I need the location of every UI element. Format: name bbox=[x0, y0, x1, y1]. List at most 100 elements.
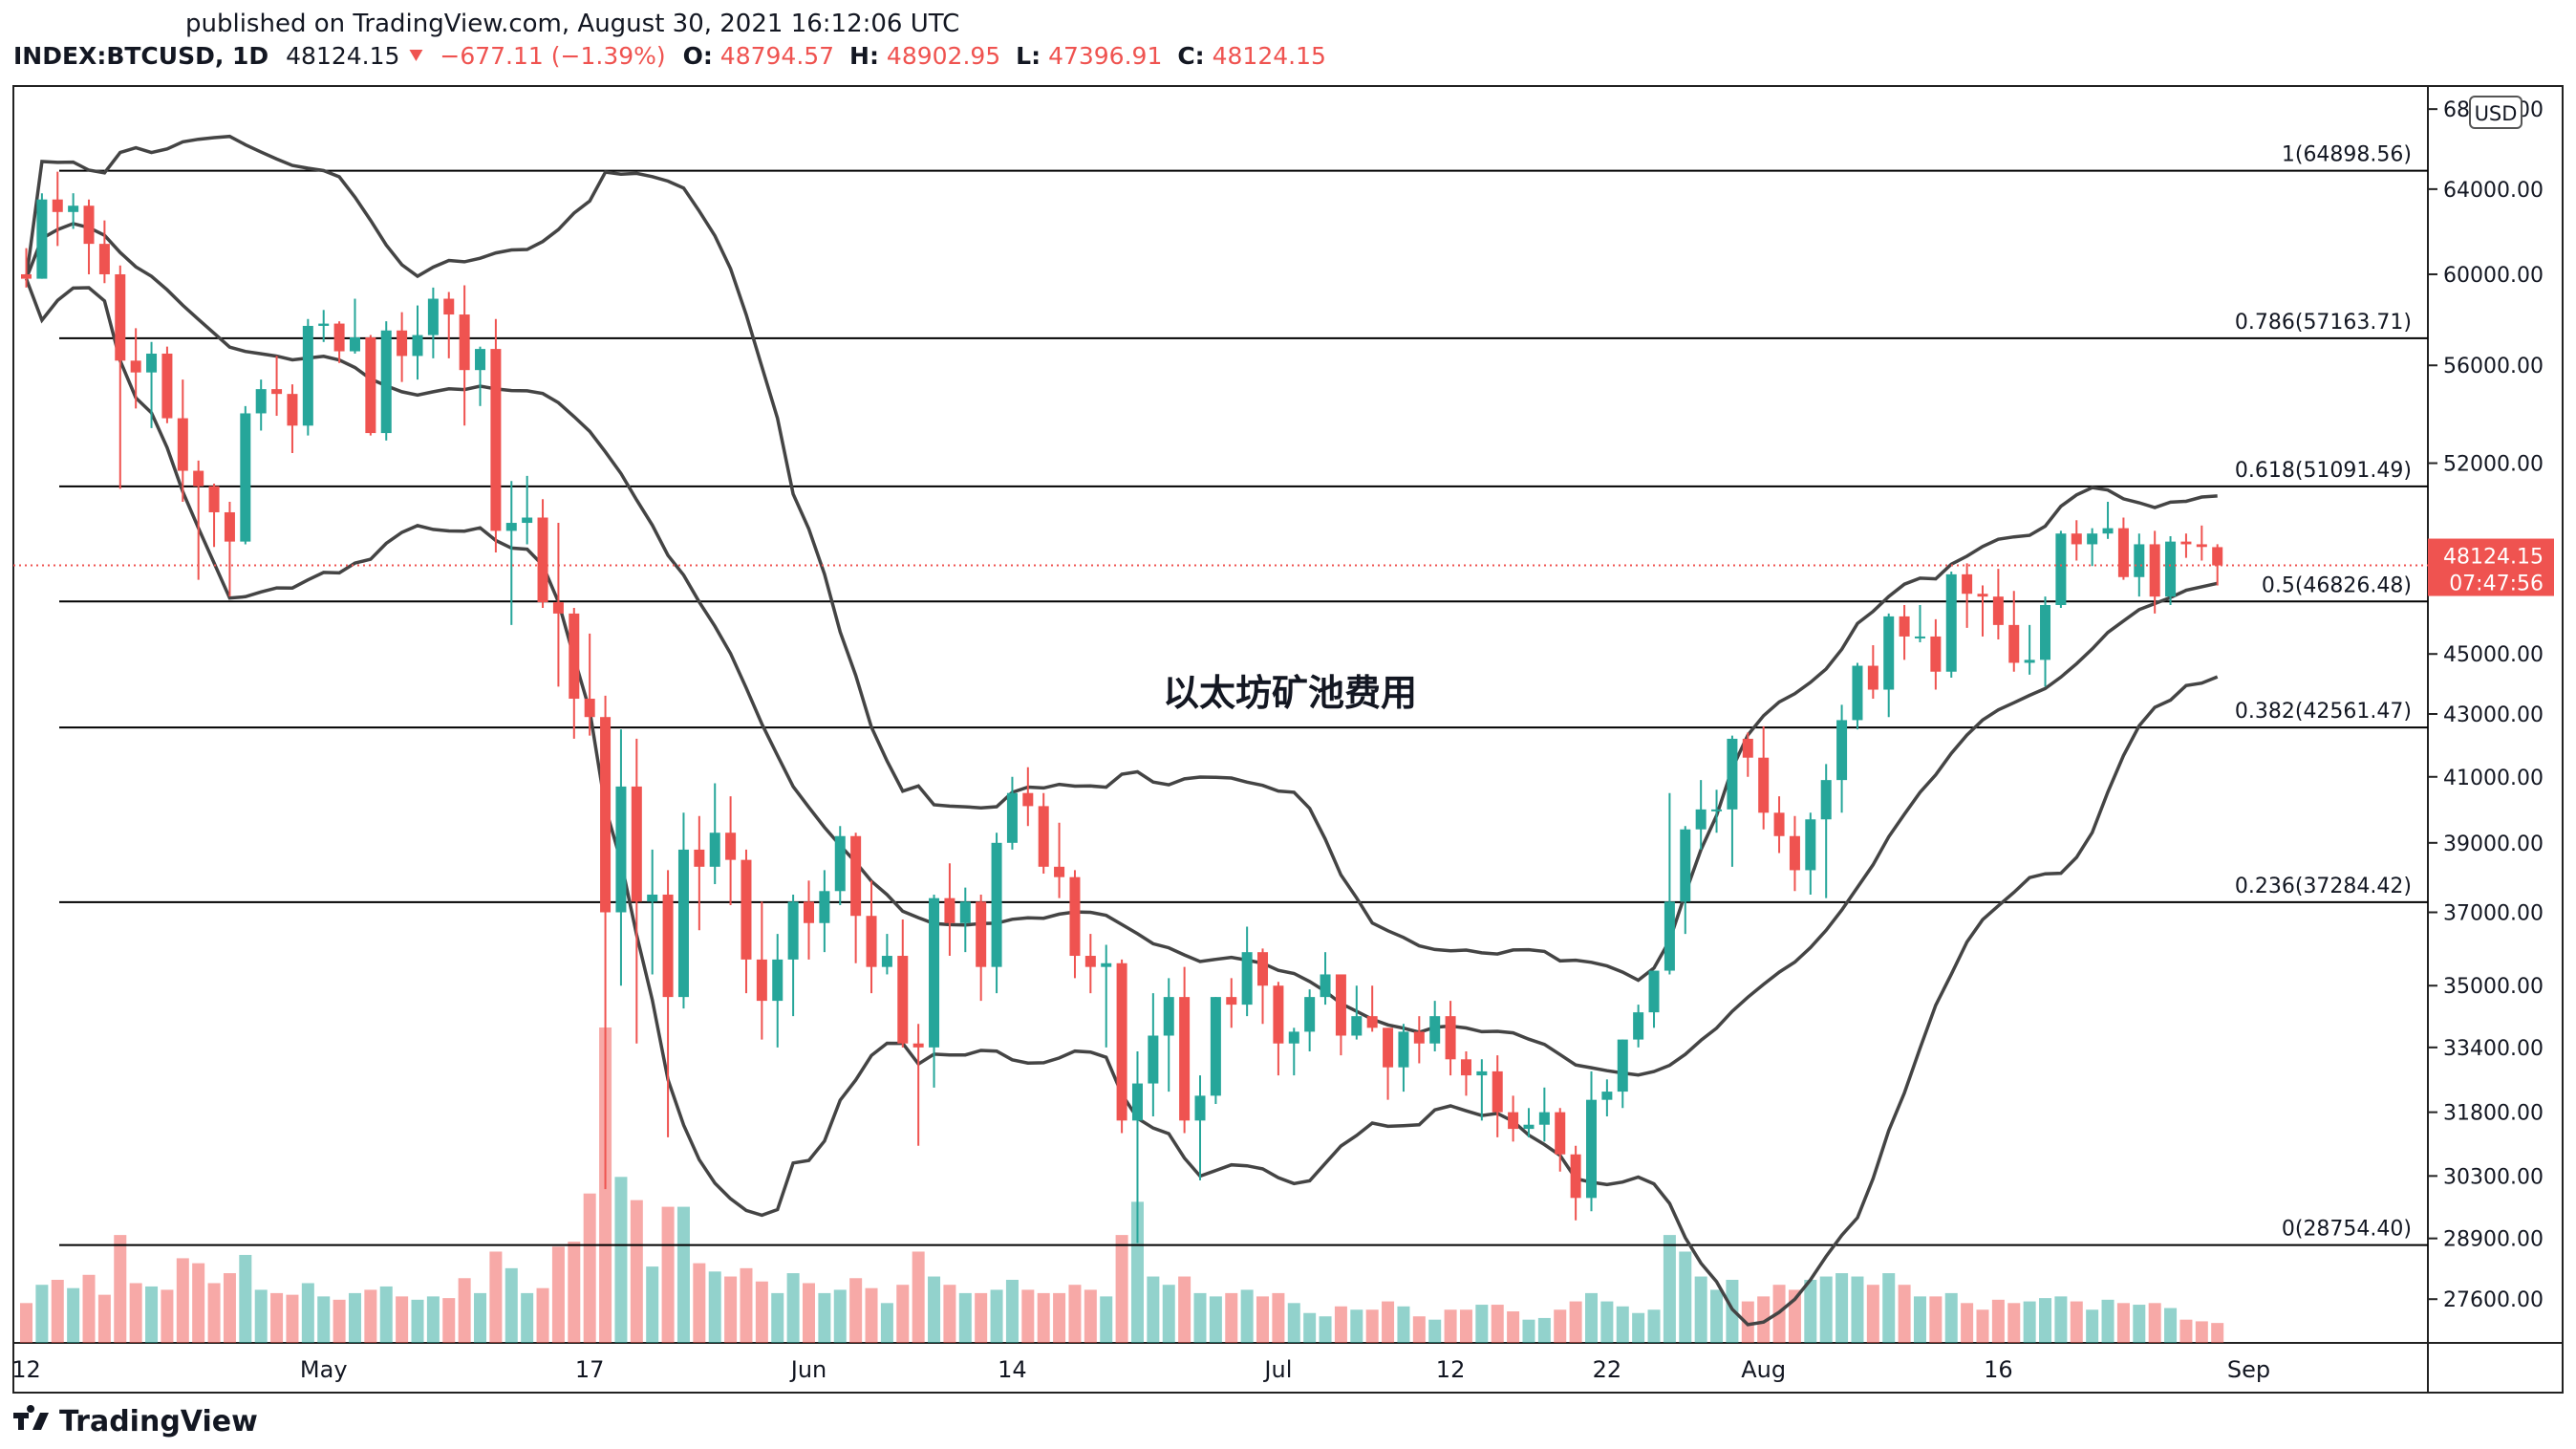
change: −677.11 (−1.39%) bbox=[440, 42, 665, 70]
y-tick-label: 30300.00 bbox=[2443, 1165, 2544, 1189]
published-line: published on TradingView.com, August 30,… bbox=[185, 10, 959, 38]
volume-bar bbox=[1130, 1201, 1144, 1343]
brand: TradingView bbox=[13, 1405, 258, 1438]
candle-body bbox=[929, 898, 940, 1048]
volume-bar bbox=[1741, 1301, 1754, 1343]
fib-label: 0.5(46826.48) bbox=[2262, 573, 2412, 597]
volume-bar bbox=[708, 1271, 721, 1343]
volume-bar bbox=[1804, 1280, 1817, 1343]
candle-body bbox=[1006, 792, 1018, 843]
volume-bar bbox=[818, 1292, 831, 1343]
volume-bar bbox=[551, 1246, 565, 1343]
y-tick-label: 43000.00 bbox=[2443, 703, 2544, 727]
candle-body bbox=[1022, 792, 1034, 807]
candle-body bbox=[146, 353, 158, 373]
volume-bar bbox=[1256, 1296, 1270, 1343]
candle-body bbox=[709, 833, 720, 867]
candle-body bbox=[2196, 544, 2207, 548]
volume-bar bbox=[1647, 1309, 1661, 1343]
volume-bar bbox=[1600, 1301, 1614, 1343]
candle-body bbox=[2008, 624, 2020, 663]
volume-bar bbox=[2133, 1305, 2146, 1343]
volume-bar bbox=[990, 1289, 1003, 1343]
volume-bar bbox=[849, 1278, 863, 1343]
y-tick-label: 45000.00 bbox=[2443, 643, 2544, 667]
volume-bar bbox=[1350, 1309, 1363, 1343]
candle-body bbox=[1288, 1031, 1299, 1044]
volume-bar bbox=[583, 1193, 596, 1343]
volume-bar bbox=[114, 1235, 127, 1343]
candle-body bbox=[1351, 1016, 1363, 1036]
candle-body bbox=[177, 418, 188, 471]
last-price: 48124.15 bbox=[286, 42, 399, 70]
volume-bar bbox=[1100, 1296, 1113, 1343]
volume-bar bbox=[1412, 1316, 1426, 1343]
plot: 68000.0064000.0060000.0056000.0052000.00… bbox=[11, 96, 2554, 1383]
candle-body bbox=[1366, 1016, 1378, 1028]
y-tick-label: 37000.00 bbox=[2443, 902, 2544, 926]
volume-bar bbox=[207, 1283, 221, 1343]
volume-bar bbox=[1679, 1251, 1692, 1343]
volume-bar bbox=[2086, 1309, 2099, 1343]
candle-body bbox=[1586, 1099, 1597, 1199]
candle-body bbox=[1789, 835, 1800, 871]
volume-bar bbox=[724, 1276, 738, 1343]
volume-bar bbox=[1976, 1309, 1989, 1343]
volume-bar bbox=[2039, 1298, 2052, 1343]
low-label: L: bbox=[1016, 42, 1041, 70]
candle-body bbox=[2149, 544, 2160, 597]
volume-bar bbox=[1944, 1292, 1958, 1343]
candle-body bbox=[819, 891, 830, 923]
fib-label: 0.382(42561.47) bbox=[2235, 700, 2412, 724]
volume-bar bbox=[2023, 1301, 2036, 1343]
candle-body bbox=[1038, 806, 1049, 867]
candle-body bbox=[991, 842, 1002, 967]
volume-bar bbox=[1632, 1312, 1645, 1343]
candle-body bbox=[959, 901, 971, 923]
volume-bar bbox=[1851, 1276, 1864, 1343]
volume-bar bbox=[286, 1294, 299, 1343]
candle-body bbox=[1273, 985, 1284, 1044]
volume-bar bbox=[2070, 1301, 2083, 1343]
volume-bar bbox=[2211, 1323, 2224, 1343]
candle-body bbox=[1101, 962, 1112, 967]
x-tick-label: May bbox=[300, 1356, 348, 1383]
candle-body bbox=[1758, 757, 1770, 813]
volume-bar bbox=[1115, 1235, 1128, 1343]
candle-body bbox=[897, 956, 909, 1044]
volume-bar bbox=[1694, 1276, 1707, 1343]
volume-bar bbox=[975, 1292, 988, 1343]
candle-body bbox=[2180, 541, 2192, 545]
symbol: INDEX:BTCUSD, 1D bbox=[13, 42, 268, 70]
candle-body bbox=[1257, 952, 1269, 986]
volume-bar bbox=[1303, 1312, 1317, 1343]
x-tick-label: 22 bbox=[1593, 1356, 1622, 1383]
candle-body bbox=[725, 833, 737, 860]
candle-body bbox=[1914, 636, 1925, 638]
volume-bar bbox=[426, 1296, 440, 1343]
volume-bar bbox=[1162, 1285, 1175, 1343]
volume-bar bbox=[1428, 1319, 1442, 1343]
candle-body bbox=[255, 389, 267, 414]
candle-body bbox=[1836, 720, 1848, 781]
candle-body bbox=[522, 517, 533, 524]
volume-bar bbox=[364, 1289, 377, 1343]
volume-bar bbox=[740, 1267, 753, 1343]
volume-bar bbox=[1991, 1299, 2005, 1343]
candle-body bbox=[1742, 738, 1753, 758]
candle-body bbox=[36, 199, 48, 279]
volume-bar bbox=[1882, 1273, 1896, 1343]
candle-body bbox=[2024, 660, 2035, 663]
brand-name: TradingView bbox=[59, 1405, 258, 1438]
candle-body bbox=[1460, 1059, 1471, 1076]
volume-bar bbox=[1444, 1309, 1457, 1343]
bollinger-band bbox=[24, 134, 2218, 983]
candle-body bbox=[161, 353, 173, 419]
volume-bar bbox=[2054, 1296, 2068, 1343]
volume-bar bbox=[20, 1303, 32, 1343]
candle-body bbox=[2071, 533, 2082, 545]
candle-body bbox=[1867, 665, 1878, 690]
x-tick-label: 17 bbox=[575, 1356, 605, 1383]
volume-bar bbox=[1319, 1316, 1332, 1343]
